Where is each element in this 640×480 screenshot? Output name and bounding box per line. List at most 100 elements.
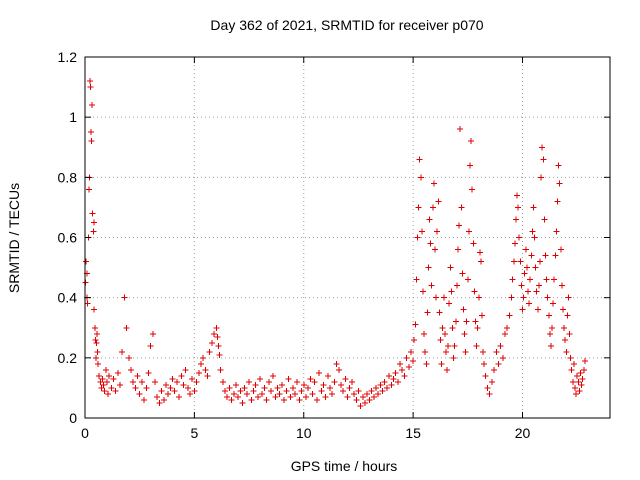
- data-point: [219, 378, 226, 385]
- data-point: [495, 360, 502, 367]
- data-point: [102, 366, 109, 373]
- data-point: [561, 324, 568, 331]
- data-point: [184, 384, 191, 391]
- data-point: [248, 396, 255, 403]
- data-point: [346, 384, 353, 391]
- data-point: [509, 276, 516, 283]
- data-point: [566, 330, 573, 337]
- data-point: [554, 198, 561, 205]
- data-point: [90, 228, 97, 235]
- data-point: [165, 390, 172, 397]
- data-point: [418, 228, 425, 235]
- data-point: [403, 354, 410, 361]
- data-point: [217, 366, 224, 373]
- data-point: [550, 300, 557, 307]
- data-point: [497, 342, 504, 349]
- data-point: [377, 381, 384, 388]
- data-point: [313, 396, 320, 403]
- data-point: [388, 381, 395, 388]
- data-point: [156, 399, 163, 406]
- data-point: [451, 342, 458, 349]
- data-point: [394, 378, 401, 385]
- data-point: [375, 390, 382, 397]
- data-point: [552, 252, 559, 259]
- data-point: [114, 369, 121, 376]
- data-point: [274, 384, 281, 391]
- data-point: [99, 375, 106, 382]
- data-point: [517, 258, 524, 265]
- data-point: [520, 294, 527, 301]
- data-point: [112, 387, 119, 394]
- data-point: [413, 276, 420, 283]
- data-point: [344, 393, 351, 400]
- data-point: [563, 348, 570, 355]
- data-point: [211, 330, 218, 337]
- data-point: [329, 390, 336, 397]
- data-point: [106, 372, 113, 379]
- data-point: [575, 378, 582, 385]
- data-point: [522, 246, 529, 253]
- data-point: [414, 234, 421, 241]
- data-point: [467, 162, 473, 169]
- data-point: [243, 390, 250, 397]
- data-point: [176, 393, 183, 400]
- data-point: [540, 156, 547, 163]
- data-point: [235, 393, 242, 400]
- data-point: [278, 381, 285, 388]
- data-point: [322, 393, 329, 400]
- data-point: [216, 351, 223, 358]
- data-point: [355, 387, 362, 394]
- data-point: [342, 375, 349, 382]
- data-point: [362, 399, 368, 406]
- data-point: [178, 372, 185, 379]
- data-point: [555, 162, 562, 169]
- data-point: [558, 282, 565, 289]
- data-point: [482, 372, 489, 379]
- data-point: [228, 396, 235, 403]
- data-point: [405, 363, 412, 370]
- data-point: [445, 342, 452, 349]
- data-point: [448, 288, 455, 295]
- data-point: [545, 312, 552, 319]
- data-point: [357, 402, 364, 409]
- data-point: [254, 393, 261, 400]
- data-point: [241, 384, 248, 391]
- data-point: [515, 204, 522, 211]
- data-point: [426, 216, 433, 223]
- data-point: [481, 360, 488, 367]
- y-tick-label: 1: [69, 109, 77, 125]
- data-point: [412, 321, 419, 328]
- data-point: [580, 366, 587, 373]
- data-point: [94, 348, 101, 355]
- data-point: [187, 390, 193, 397]
- data-point: [88, 129, 95, 136]
- data-point: [110, 375, 117, 382]
- data-point: [449, 324, 456, 331]
- data-point: [464, 276, 471, 283]
- data-point: [390, 375, 397, 382]
- data-point: [519, 306, 526, 313]
- data-point: [90, 219, 97, 226]
- data-point: [302, 393, 309, 400]
- data-point: [191, 387, 198, 394]
- data-point: [576, 387, 583, 394]
- data-point: [93, 339, 100, 346]
- data-point: [101, 387, 108, 394]
- data-point: [189, 375, 196, 382]
- data-point: [419, 288, 426, 295]
- data-point: [224, 393, 231, 400]
- data-point: [440, 294, 447, 301]
- data-point: [564, 312, 571, 319]
- data-point: [572, 384, 578, 391]
- data-point: [298, 387, 305, 394]
- data-point: [567, 354, 574, 361]
- data-point: [351, 390, 358, 397]
- data-point: [439, 324, 446, 331]
- data-point: [173, 378, 180, 385]
- data-point: [318, 387, 325, 394]
- x-axis-label: GPS time / hours: [291, 458, 398, 474]
- data-point: [86, 78, 93, 85]
- data-point: [252, 381, 259, 388]
- data-point: [531, 234, 538, 241]
- data-point: [320, 381, 327, 388]
